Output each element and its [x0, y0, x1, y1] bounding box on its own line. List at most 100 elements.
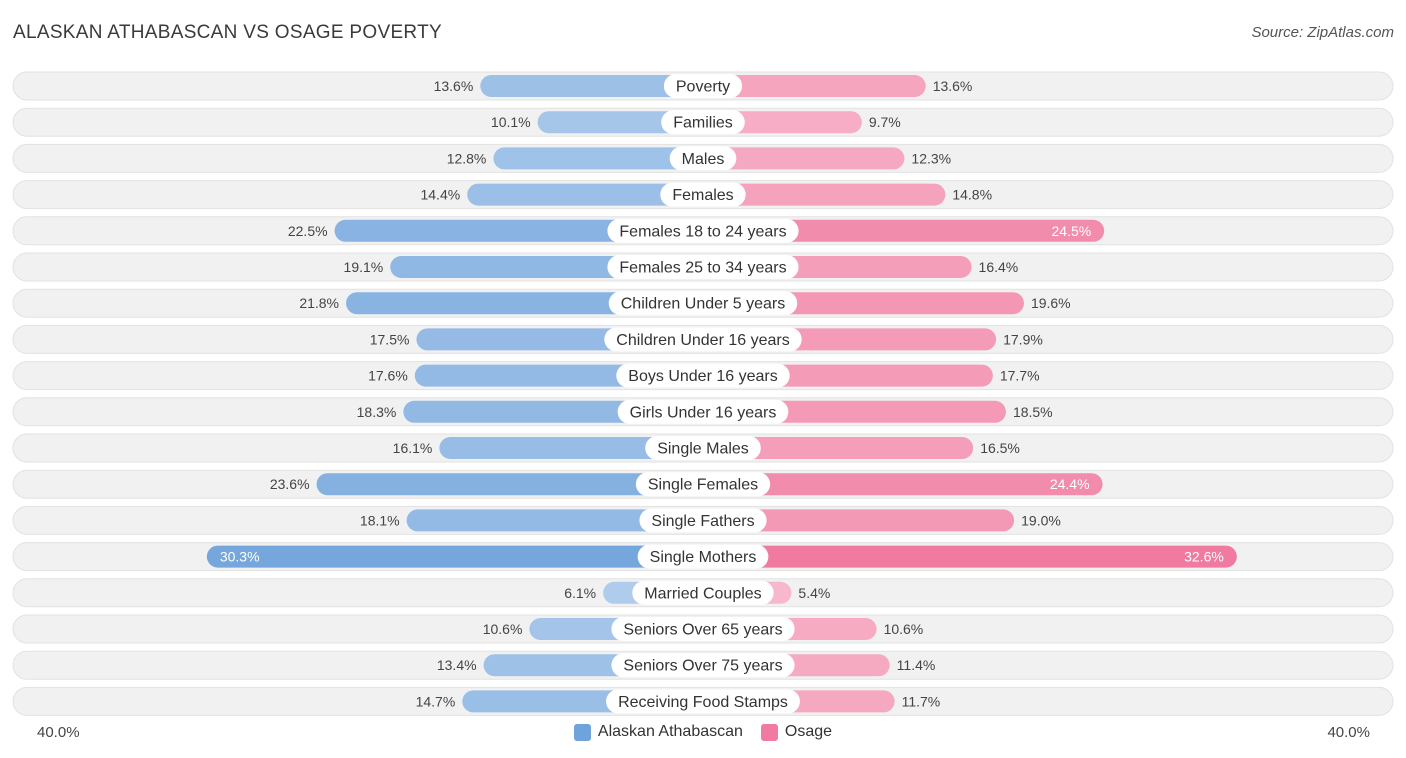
- value-label-osage: 11.7%: [902, 693, 941, 709]
- axis-left-label: 40.0%: [37, 724, 80, 741]
- chart-row: Married Couples 6.1% 5.4%: [12, 578, 1394, 608]
- value-label-alaskan-athabascan: 18.3%: [357, 404, 397, 420]
- legend-item-left-series[interactable]: Alaskan Athabascan: [573, 723, 743, 741]
- chart-row: Seniors Over 65 years 10.6% 10.6%: [12, 614, 1394, 644]
- chart-row: Receiving Food Stamps 14.7% 11.7%: [12, 686, 1394, 716]
- bar-alaskan-athabascan: [480, 75, 714, 97]
- chart-row: Single Males 16.1% 16.5%: [12, 433, 1394, 463]
- diverging-bar-chart: Poverty 13.6% 13.6% Families 10.1% 9.7% Males 1…: [12, 71, 1394, 716]
- chart-row: Females 18 to 24 years 22.5% 24.5%: [12, 216, 1394, 246]
- category-label-pill: [616, 363, 790, 388]
- category-label-pill: [617, 399, 789, 424]
- category-label-pill: [632, 580, 774, 605]
- category-label: Single Males: [657, 441, 749, 458]
- category-label: Married Couples: [644, 585, 761, 602]
- category-label-pill: [661, 110, 745, 135]
- chart-row: Males 12.8% 12.3%: [12, 143, 1394, 173]
- category-label-pill: [660, 182, 746, 207]
- value-label-alaskan-athabascan: 12.8%: [447, 150, 487, 166]
- category-label: Females 18 to 24 years: [619, 223, 786, 240]
- bar-alaskan-athabascan: [206, 545, 714, 568]
- bar-alaskan-athabascan: [316, 473, 714, 496]
- category-label-pill: [635, 472, 771, 497]
- bar-osage: [692, 147, 905, 170]
- value-label-alaskan-athabascan: 10.6%: [483, 621, 523, 637]
- category-label-pill: [606, 689, 800, 714]
- value-label-alaskan-athabascan: 6.1%: [564, 585, 596, 601]
- value-label-alaskan-athabascan: 13.4%: [437, 657, 477, 673]
- category-label-pill: [607, 255, 799, 279]
- category-label: Children Under 16 years: [616, 332, 789, 349]
- value-label-osage: 9.7%: [869, 114, 901, 130]
- legend: Alaskan Athabascan Osage: [0, 723, 1406, 741]
- category-label: Girls Under 16 years: [630, 404, 777, 421]
- bar-alaskan-athabascan: [467, 183, 714, 206]
- axis-right-label: 40.0%: [1327, 724, 1370, 741]
- category-label: Single Mothers: [650, 549, 757, 566]
- value-label-osage: 5.4%: [798, 585, 830, 601]
- category-label: Families: [673, 115, 733, 132]
- value-label-alaskan-athabascan: 14.4%: [420, 187, 460, 203]
- value-label-alaskan-athabascan: 17.5%: [370, 331, 410, 347]
- chart-row: Single Females 23.6% 24.4%: [12, 469, 1394, 499]
- category-label-pill: [663, 74, 743, 98]
- chart-row: Single Fathers 18.1% 19.0%: [12, 505, 1394, 535]
- legend-swatch-right: [760, 723, 778, 741]
- category-label: Females: [672, 187, 733, 204]
- value-label-osage: 17.9%: [1003, 331, 1043, 347]
- chart-row: Seniors Over 75 years 13.4% 11.4%: [12, 650, 1394, 680]
- bar-alaskan-athabascan: [439, 437, 714, 459]
- value-label-osage: 12.3%: [911, 150, 951, 166]
- category-label-pill: [608, 291, 798, 316]
- category-label-pill: [637, 544, 769, 569]
- value-label-osage: 19.0%: [1021, 512, 1061, 528]
- value-label-osage: 11.4%: [897, 657, 936, 673]
- value-label-alaskan-athabascan: 16.1%: [393, 440, 433, 456]
- legend-label-right: Osage: [784, 723, 833, 740]
- bar-osage: [692, 75, 926, 97]
- bar-osage: [692, 545, 1237, 568]
- category-label: Single Fathers: [651, 513, 754, 530]
- bar-osage: [692, 437, 974, 459]
- category-label: Males: [682, 151, 725, 168]
- value-label-osage: 16.4%: [979, 259, 1019, 275]
- bar-osage: [692, 183, 946, 206]
- source-label: Source: ZipAtlas.com: [1251, 24, 1394, 41]
- category-label: Children Under 5 years: [621, 296, 786, 313]
- value-label-alaskan-athabascan: 10.1%: [491, 114, 531, 130]
- bar-alaskan-athabascan: [406, 509, 714, 532]
- value-label-alaskan-athabascan: 14.7%: [416, 693, 456, 709]
- value-label-osage: 32.6%: [1184, 549, 1224, 565]
- category-label-pill: [611, 617, 795, 641]
- category-label: Receiving Food Stamps: [618, 694, 788, 711]
- value-label-alaskan-athabascan: 17.6%: [368, 368, 408, 384]
- category-label-pill: [604, 327, 802, 352]
- value-label-alaskan-athabascan: 18.1%: [360, 512, 400, 528]
- value-label-alaskan-athabascan: 30.3%: [220, 549, 260, 565]
- chart-title: ALASKAN ATHABASCAN VS OSAGE POVERTY: [13, 22, 442, 43]
- legend-item-right-series[interactable]: Osage: [760, 723, 833, 741]
- chart-row: Females 25 to 34 years 19.1% 16.4%: [12, 252, 1394, 282]
- category-label-pill: [639, 508, 767, 533]
- category-label: Seniors Over 75 years: [623, 658, 782, 675]
- category-label-pill: [607, 218, 799, 243]
- category-label-pill: [645, 436, 761, 460]
- value-label-osage: 10.6%: [884, 621, 924, 637]
- value-label-alaskan-athabascan: 13.6%: [434, 78, 474, 94]
- category-label: Females 25 to 34 years: [619, 260, 786, 277]
- category-label-pill: [611, 653, 795, 678]
- value-label-osage: 24.5%: [1051, 223, 1091, 239]
- bar-osage: [692, 509, 1015, 532]
- chart-row: Families 10.1% 9.7%: [12, 107, 1394, 137]
- chart-row: Children Under 5 years 21.8% 19.6%: [12, 288, 1394, 318]
- value-label-osage: 17.7%: [1000, 368, 1040, 384]
- legend-swatch-left: [573, 723, 591, 741]
- chart-row: Girls Under 16 years 18.3% 18.5%: [12, 397, 1394, 427]
- value-label-osage: 13.6%: [933, 78, 973, 94]
- category-label: Single Females: [648, 477, 758, 494]
- category-label: Seniors Over 65 years: [623, 622, 782, 639]
- value-label-osage: 16.5%: [980, 440, 1020, 456]
- value-label-alaskan-athabascan: 22.5%: [288, 223, 328, 239]
- bar-alaskan-athabascan: [493, 147, 714, 170]
- category-label: Poverty: [676, 79, 730, 96]
